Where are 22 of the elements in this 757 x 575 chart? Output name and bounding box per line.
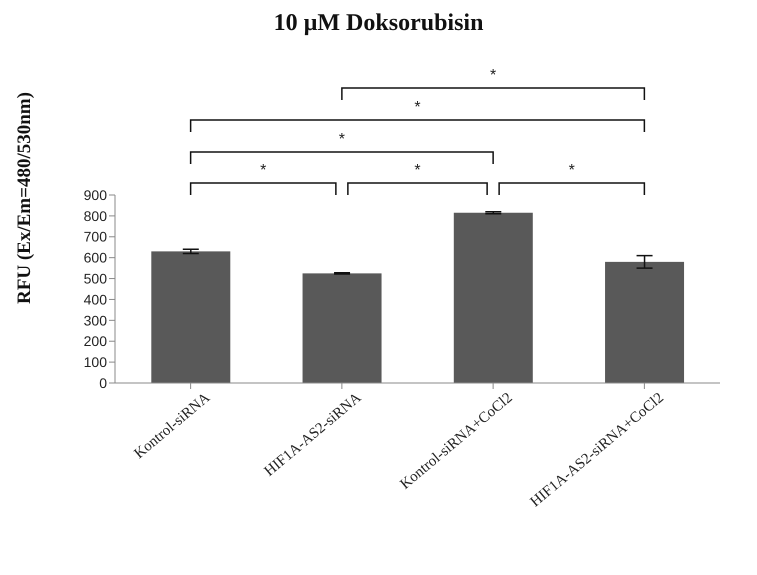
text: * (260, 162, 266, 179)
text: * (338, 131, 345, 148)
y-tick-label: 300 (84, 312, 108, 328)
bar (454, 212, 533, 383)
y-tick-label: 800 (84, 208, 108, 224)
y-tick-label: 700 (84, 228, 108, 245)
bar (302, 273, 382, 383)
y-tick-label: 400 (84, 291, 108, 308)
chart-title: 10 µM Doksorubisin (272, 10, 484, 37)
text: * (490, 67, 496, 84)
y-tick-label: 900 (84, 186, 108, 203)
bar (605, 262, 684, 383)
text: * (414, 162, 421, 179)
text: * (414, 99, 421, 116)
y-axis-title: RFU (Ex/Em=480/530nm) (14, 92, 36, 304)
y-tick-label: 600 (84, 250, 108, 266)
y-tick-label: 0 (99, 374, 108, 391)
y-tick-label: 100 (84, 354, 108, 370)
text: * (568, 162, 575, 179)
y-tick-label: 500 (84, 270, 108, 287)
bar (151, 251, 230, 383)
y-tick-label: 200 (84, 333, 108, 350)
